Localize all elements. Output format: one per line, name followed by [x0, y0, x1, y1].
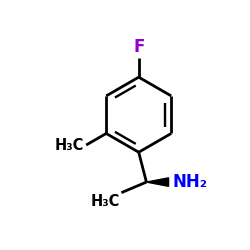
- Text: H₃C: H₃C: [91, 194, 120, 208]
- Text: H₃C: H₃C: [55, 138, 84, 152]
- Text: F: F: [133, 38, 144, 56]
- Polygon shape: [146, 178, 169, 186]
- Text: NH₂: NH₂: [172, 173, 207, 191]
